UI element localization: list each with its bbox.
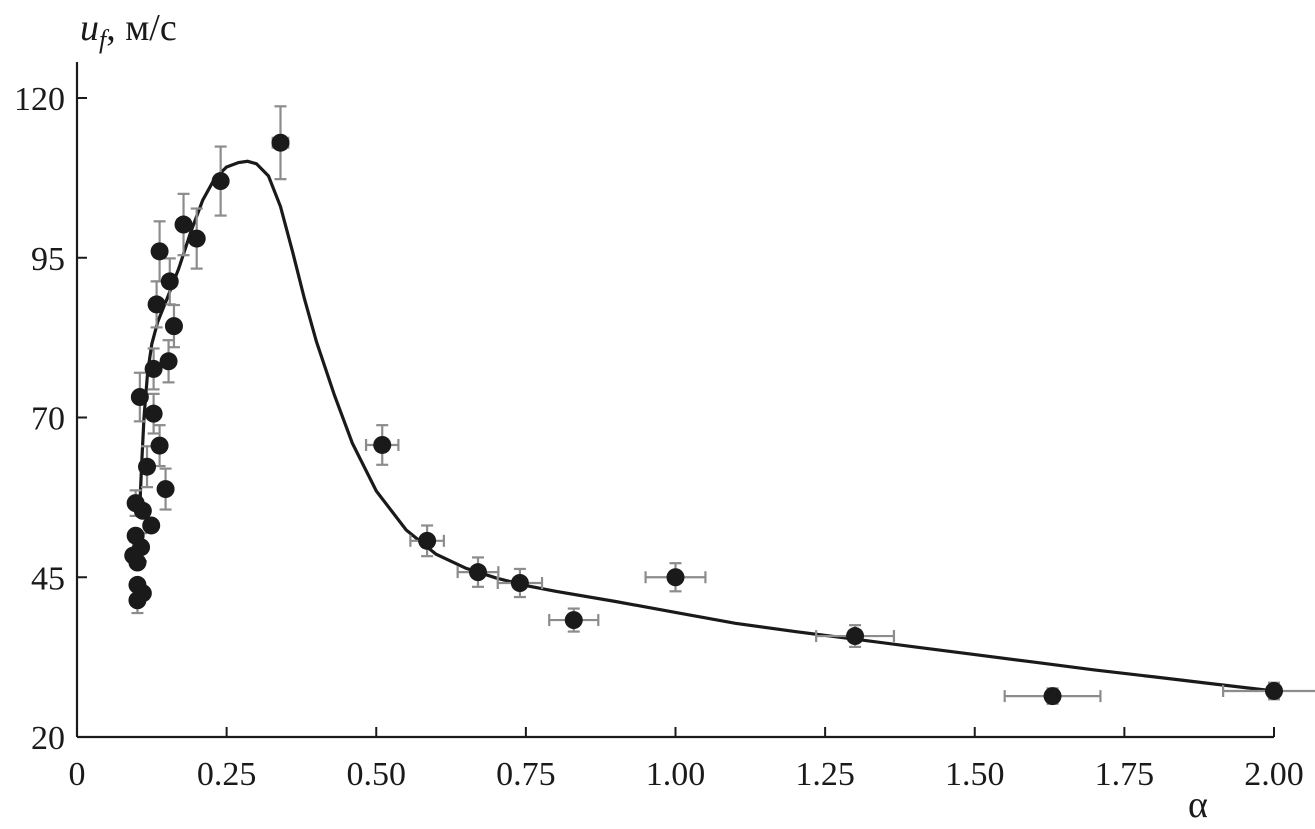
x-tick-label: 0.25	[197, 756, 257, 793]
data-points	[124, 133, 1283, 706]
x-ticks: 0 0.25 0.50 0.75 1.00 1.25 1.50 1.75 2.00	[69, 727, 1304, 793]
data-point	[468, 563, 487, 582]
y-axis-variable: u	[80, 7, 99, 49]
data-point	[130, 388, 149, 407]
x-tick-label: 0.50	[347, 756, 407, 793]
fit-curve	[138, 159, 1275, 693]
x-tick-label: 1.25	[795, 756, 855, 793]
data-point	[174, 215, 193, 234]
x-tick-label: 0	[69, 756, 86, 793]
data-point	[271, 133, 290, 152]
y-tick-label: 70	[31, 401, 65, 438]
data-point	[187, 229, 206, 248]
data-point	[144, 359, 163, 378]
data-point	[418, 531, 437, 550]
data-point	[373, 435, 392, 454]
data-point	[142, 516, 161, 535]
data-point	[133, 501, 152, 520]
data-point	[564, 611, 583, 630]
data-point	[150, 436, 169, 455]
y-ticks: 20 45 70 95 120	[14, 81, 87, 757]
x-tick-label: 2.00	[1244, 756, 1304, 793]
data-point	[132, 538, 151, 557]
data-point	[510, 574, 529, 593]
data-point	[133, 584, 152, 603]
x-tick-label: 1.00	[646, 756, 706, 793]
y-tick-label: 20	[31, 720, 65, 757]
data-point	[150, 242, 169, 261]
y-axis-subscript: f	[99, 25, 110, 54]
data-point	[138, 457, 157, 476]
data-point	[156, 480, 175, 499]
data-point	[211, 172, 230, 191]
y-axis-title: uf, м/с	[80, 7, 177, 54]
error-bars	[129, 105, 1315, 705]
data-point	[1265, 681, 1283, 700]
data-point	[666, 568, 685, 587]
y-tick-label: 120	[14, 81, 65, 118]
x-tick-label: 1.75	[1095, 756, 1155, 793]
data-point	[128, 553, 147, 572]
y-tick-label: 45	[31, 560, 65, 597]
data-point	[144, 404, 163, 423]
y-tick-label: 95	[31, 241, 65, 278]
x-tick-label: 0.75	[496, 756, 556, 793]
data-point	[159, 352, 178, 371]
data-point	[160, 272, 179, 291]
x-axis-title: α	[1188, 784, 1208, 826]
data-point	[147, 295, 166, 314]
x-tick-label: 1.50	[945, 756, 1005, 793]
data-point	[846, 627, 865, 646]
y-axis-unit: , м/с	[106, 7, 176, 49]
data-point	[1043, 687, 1062, 706]
data-point	[164, 317, 183, 336]
